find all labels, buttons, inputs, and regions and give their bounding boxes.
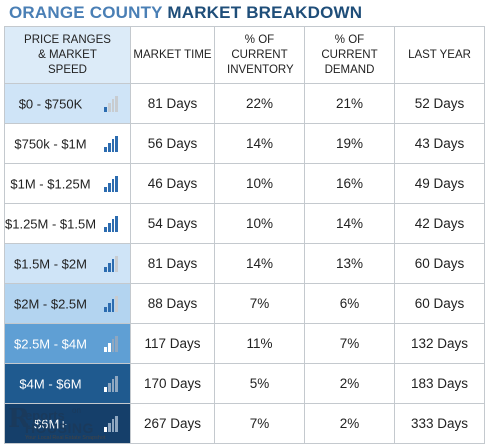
price-range-label: $2.5M - $4M	[14, 336, 87, 351]
demand-cell: 6%	[304, 283, 395, 324]
inventory-cell: 10%	[214, 163, 305, 204]
inventory-cell: 7%	[214, 283, 305, 324]
market-time-cell: 54 Days	[130, 203, 215, 244]
price-range-label: $1M - $1.25M	[10, 176, 91, 191]
demand-cell: 2%	[304, 363, 395, 404]
last-year-cell: 43 Days	[394, 123, 485, 164]
demand-cell: 7%	[304, 323, 395, 364]
title-region: ORANGE COUNTY	[9, 3, 163, 22]
market-time-cell: 46 Days	[130, 163, 215, 204]
price-range-label: $4M - $6M	[19, 376, 82, 391]
header-price-ranges: PRICE RANGES & MARKET SPEED	[4, 26, 131, 84]
market-time-cell: 117 Days	[130, 323, 215, 364]
market-time-cell: 88 Days	[130, 283, 215, 324]
price-range-cell: $1.5M - $2M	[4, 243, 131, 284]
last-year-cell: 60 Days	[394, 243, 485, 284]
demand-cell: 16%	[304, 163, 395, 204]
market-time-cell: 56 Days	[130, 123, 215, 164]
last-year-cell: 42 Days	[394, 203, 485, 244]
market-speed-icon	[104, 295, 118, 312]
table-row: $2.5M - $4M 117 Days 11% 7% 132 Days	[4, 323, 485, 364]
price-range-label: $750k - $1M	[14, 136, 87, 151]
market-time-cell: 267 Days	[130, 403, 215, 444]
price-range-label: $2M - $2.5M	[14, 296, 87, 311]
market-speed-icon	[104, 95, 118, 112]
table-row: $2M - $2.5M 88 Days 7% 6% 60 Days	[4, 283, 485, 324]
inventory-cell: 14%	[214, 123, 305, 164]
inventory-cell: 22%	[214, 83, 305, 124]
header-current-inventory: % OF CURRENT INVENTORY	[214, 26, 305, 84]
header-market-time: MARKET TIME	[130, 26, 215, 84]
market-time-cell: 170 Days	[130, 363, 215, 404]
inventory-cell: 11%	[214, 323, 305, 364]
inventory-cell: 10%	[214, 203, 305, 244]
table-row: $0 - $750K 81 Days 22% 21% 52 Days	[4, 83, 485, 124]
price-range-cell: $2M - $2.5M	[4, 283, 131, 324]
inventory-cell: 7%	[214, 403, 305, 444]
price-range-cell: $4M - $6M	[4, 363, 131, 404]
inventory-cell: 5%	[214, 363, 305, 404]
table-row: $1.25M - $1.5M 54 Days 10% 14% 42 Days	[4, 203, 485, 244]
last-year-cell: 60 Days	[394, 283, 485, 324]
header-current-demand: % OF CURRENT DEMAND	[304, 26, 395, 84]
header-last-year: LAST YEAR	[394, 26, 485, 84]
table-row: $4M - $6M 170 Days 5% 2% 183 Days	[4, 363, 485, 404]
last-year-cell: 52 Days	[394, 83, 485, 124]
price-range-cell: $1.25M - $1.5M	[4, 203, 131, 244]
price-range-cell: $750k - $1M	[4, 123, 131, 164]
market-speed-icon	[104, 135, 118, 152]
market-time-cell: 81 Days	[130, 243, 215, 284]
table-row: $1M - $1.25M 46 Days 10% 16% 49 Days	[4, 163, 485, 204]
market-speed-icon	[104, 255, 118, 272]
demand-cell: 21%	[304, 83, 395, 124]
title-subject: MARKET BREAKDOWN	[167, 3, 363, 22]
last-year-cell: 49 Days	[394, 163, 485, 204]
market-speed-icon	[104, 335, 118, 352]
market-speed-icon	[104, 215, 118, 232]
last-year-cell: 132 Days	[394, 323, 485, 364]
price-range-label: $0 - $750K	[18, 96, 83, 111]
price-range-cell: $6M+	[4, 403, 131, 444]
last-year-cell: 183 Days	[394, 363, 485, 404]
demand-cell: 19%	[304, 123, 395, 164]
price-range-label: $1.5M - $2M	[14, 256, 87, 271]
inventory-cell: 14%	[214, 243, 305, 284]
price-range-cell: $0 - $750K	[4, 83, 131, 124]
page-title: ORANGE COUNTY MARKET BREAKDOWN	[9, 3, 362, 23]
market-time-cell: 81 Days	[130, 83, 215, 124]
last-year-cell: 333 Days	[394, 403, 485, 444]
market-speed-icon	[104, 175, 118, 192]
market-speed-icon	[104, 375, 118, 392]
market-breakdown-table: PRICE RANGES & MARKET SPEED MARKET TIME …	[4, 26, 485, 444]
table-row: $750k - $1M 56 Days 14% 19% 43 Days	[4, 123, 485, 164]
price-range-cell: $1M - $1.25M	[4, 163, 131, 204]
price-range-label: $1.25M - $1.5M	[5, 216, 97, 231]
table-row: $6M+ 267 Days 7% 2% 333 Days	[4, 403, 485, 444]
price-range-label: $6M+	[34, 416, 67, 431]
price-range-cell: $2.5M - $4M	[4, 323, 131, 364]
header-row: PRICE RANGES & MARKET SPEED MARKET TIME …	[4, 26, 485, 84]
demand-cell: 13%	[304, 243, 395, 284]
market-speed-icon	[104, 415, 118, 432]
demand-cell: 14%	[304, 203, 395, 244]
table-row: $1.5M - $2M 81 Days 14% 13% 60 Days	[4, 243, 485, 284]
reports-on-housing-logo: R eports on HOUSING Your Local Real Esta…	[8, 404, 106, 441]
demand-cell: 2%	[304, 403, 395, 444]
